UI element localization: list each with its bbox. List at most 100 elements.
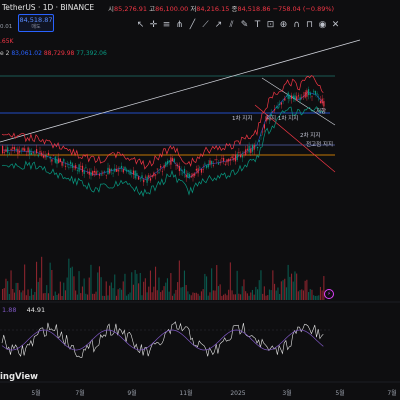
- candle-body: [228, 158, 230, 162]
- magnet-icon[interactable]: ∩: [293, 20, 300, 30]
- tradingview-logo[interactable]: ingView: [0, 372, 39, 382]
- candle-body: [183, 168, 186, 174]
- volume-bar: [59, 281, 61, 300]
- volume-bar: [308, 292, 310, 300]
- candle-body: [251, 144, 254, 152]
- volume-bar: [231, 290, 233, 300]
- candle-body: [272, 111, 274, 112]
- x-axis-label: 11월: [179, 389, 192, 397]
- trendline-long[interactable]: [0, 39, 361, 143]
- candle-body: [105, 174, 107, 176]
- volume-bar: [240, 294, 242, 300]
- candle-body: [129, 170, 131, 175]
- volume-bar: [100, 277, 102, 300]
- measure-icon[interactable]: ⊡: [266, 20, 275, 30]
- volume-bar: [109, 285, 111, 300]
- candle-body: [8, 153, 10, 155]
- zoom-icon[interactable]: ⊕: [279, 20, 288, 30]
- candle-body: [304, 92, 306, 98]
- candle-body: [314, 90, 316, 95]
- volume-bar: [144, 278, 146, 300]
- candle-body: [250, 148, 252, 153]
- bb-basis: 83,061.02: [11, 50, 42, 57]
- volume-bar: [126, 295, 128, 300]
- channel-upper-line[interactable]: [261, 77, 336, 126]
- volume-bar: [98, 266, 100, 300]
- candle-body: [66, 163, 68, 165]
- lock-icon[interactable]: ⊓: [305, 20, 314, 30]
- fib-icon[interactable]: ≡: [162, 20, 171, 30]
- channel-icon[interactable]: ⫽: [229, 20, 234, 30]
- candle-body: [195, 168, 197, 171]
- annotation-second-support[interactable]: 2차 지지: [300, 133, 321, 139]
- bb-basis-band: [1, 91, 324, 181]
- channel-lower-line[interactable]: [254, 104, 336, 173]
- candle-body: [311, 96, 313, 98]
- pitchfork-icon[interactable]: ⋔: [175, 20, 184, 30]
- candle-body: [263, 124, 265, 129]
- annotation-support-first[interactable]: 지지 1차 지지: [266, 116, 299, 122]
- candle-body: [146, 176, 148, 183]
- candle-body: [100, 174, 102, 176]
- ray-icon[interactable]: ⟋: [202, 20, 209, 30]
- candle-body: [151, 175, 153, 178]
- candle-body: [163, 165, 165, 169]
- line-icon[interactable]: ╱: [189, 20, 196, 30]
- symbol-title[interactable]: TetherUS · 1D · BINANCE: [2, 3, 95, 12]
- candle-body: [104, 171, 106, 173]
- volume-bar: [2, 288, 4, 300]
- crosshair-icon[interactable]: ✛: [149, 20, 158, 30]
- text-icon[interactable]: T: [254, 20, 261, 30]
- volume-readout: .65K: [0, 38, 14, 45]
- volume-bar: [102, 295, 104, 300]
- annotation-first-support[interactable]: 1차 지지: [232, 116, 253, 122]
- candle-body: [41, 152, 43, 156]
- bb-upper: 88,729.98: [43, 50, 75, 57]
- x-axis-label: 7월: [387, 389, 396, 397]
- annotation-prev-high-support[interactable]: 전고점 지지: [306, 142, 334, 148]
- volume-bar: [76, 294, 78, 300]
- candle-body: [245, 149, 247, 156]
- candle-body: [68, 167, 70, 168]
- candle-body: [49, 156, 51, 159]
- candle-body: [132, 170, 135, 175]
- volume-bar: [233, 294, 235, 300]
- volume-bar: [175, 289, 177, 300]
- volume-bar: [223, 294, 225, 300]
- eye-icon[interactable]: ◉: [318, 20, 327, 30]
- volume-bar: [199, 295, 201, 300]
- volume-bar: [299, 290, 301, 300]
- candle-body: [255, 144, 257, 146]
- volume-bar: [245, 291, 247, 300]
- candle-body: [112, 172, 114, 174]
- volume-bar: [121, 289, 123, 300]
- candle-body: [7, 147, 9, 153]
- volume-bar: [161, 290, 163, 300]
- annotation-resistance[interactable]: 저항: [316, 109, 327, 115]
- candle-body: [280, 102, 282, 105]
- volume-bar: [81, 286, 83, 300]
- sell-price-button[interactable]: 84,518.87 매도: [18, 14, 54, 32]
- candle-body: [131, 173, 133, 175]
- volume-bar: [226, 295, 228, 300]
- volume-bar: [151, 292, 153, 300]
- trend-icon[interactable]: ↗: [214, 20, 223, 30]
- volume-bar: [117, 289, 119, 300]
- candle-body: [202, 169, 204, 170]
- cursor-icon[interactable]: ↖: [136, 20, 145, 30]
- volume-bar: [243, 279, 245, 300]
- candle-body: [207, 163, 209, 168]
- lightning-icon[interactable]: ⚡: [324, 289, 334, 299]
- volume-bar: [153, 286, 155, 300]
- volume-bar: [200, 291, 202, 300]
- brush-icon[interactable]: ✎: [240, 20, 249, 30]
- volume-bar: [302, 290, 304, 300]
- volume-bar: [54, 291, 56, 300]
- trash-icon[interactable]: ✕: [331, 20, 340, 30]
- volume-bar: [64, 290, 66, 300]
- candle-body: [199, 167, 201, 169]
- volume-bar: [214, 290, 216, 300]
- sell-label: 매도: [31, 24, 41, 30]
- candle-body: [206, 165, 208, 168]
